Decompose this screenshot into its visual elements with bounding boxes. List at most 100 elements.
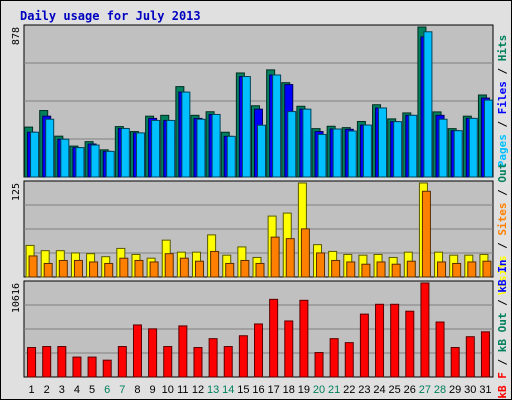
bar-pages-day-4: Pages 4: 172 bbox=[75, 147, 85, 178]
bar-pages-day-27: Pages 27: 850 bbox=[423, 31, 433, 178]
bar-kb-f-day-17: kB F 17: 8770 bbox=[269, 298, 279, 378]
x-tick-label-day-1: 1 bbox=[28, 384, 34, 396]
x-tick-label-day-21: 21 bbox=[328, 384, 340, 396]
bar-kb-f-day-27: kB F 27: 10616 bbox=[420, 282, 430, 378]
bar-sites-day-29: Sites 29: 18 bbox=[452, 262, 462, 278]
x-tick-label-day-13: 13 bbox=[207, 384, 219, 396]
bar-sites-day-13: Sites 13: 34 bbox=[210, 250, 220, 278]
bar-sites-day-12: Sites 12: 21 bbox=[194, 260, 204, 278]
bar-pages-day-29: Pages 29: 271 bbox=[453, 130, 463, 178]
bar-pages-day-15: Pages 15: 588 bbox=[241, 76, 251, 178]
bar-pages-day-28: Pages 28: 338 bbox=[438, 118, 448, 178]
bar-sites-day-19: Sites 19: 64 bbox=[300, 228, 310, 278]
bar-kb-f-day-4: kB F 4: 2250 bbox=[72, 356, 82, 378]
bar-pages-day-11: Pages 11: 497 bbox=[181, 91, 191, 178]
side-legend-part: Files bbox=[496, 81, 509, 114]
bar-kb-f-day-29: kB F 29: 3330 bbox=[450, 347, 460, 378]
side-legend-part: / bbox=[496, 183, 509, 203]
x-tick-label-day-9: 9 bbox=[150, 384, 156, 396]
bar-pages-day-21: Pages 21: 281 bbox=[332, 128, 342, 178]
bar-kb-f-day-6: kB F 6: 1900 bbox=[102, 359, 112, 378]
side-legend-part: / bbox=[496, 61, 509, 81]
bar-sites-day-9: Sites 9: 20 bbox=[149, 261, 159, 278]
bar-pages-day-30: Pages 30: 343 bbox=[468, 117, 478, 178]
bar-sites-day-10: Sites 10: 31 bbox=[164, 253, 174, 278]
bar-pages-day-2: Pages 2: 338 bbox=[45, 118, 55, 178]
bar-sites-day-28: Sites 28: 20 bbox=[437, 261, 447, 278]
side-legend-part: Pages bbox=[496, 134, 509, 167]
bar-sites-day-30: Sites 30: 20 bbox=[467, 261, 477, 278]
bar-kb-f-day-30: kB F 30: 4550 bbox=[465, 336, 475, 378]
bar-pages-day-23: Pages 23: 304 bbox=[362, 124, 372, 178]
bar-kb-f-day-23: kB F 23: 7100 bbox=[359, 313, 369, 378]
bar-kb-f-day-20: kB F 20: 2760 bbox=[314, 352, 324, 378]
side-legend-kbytes: kB F / kB Out / kB In bbox=[496, 259, 509, 398]
bar-kb-f-day-8: kB F 8: 5880 bbox=[132, 324, 142, 378]
bar-kb-f-day-21: kB F 21: 4330 bbox=[329, 338, 339, 378]
x-tick-label-day-8: 8 bbox=[134, 384, 140, 396]
y-max-label-kbytes: 10616 bbox=[11, 283, 22, 313]
side-legend-part: Hits bbox=[496, 35, 509, 62]
bar-pages-day-17: Pages 17: 597 bbox=[272, 74, 282, 178]
side-legend-part: / bbox=[496, 236, 509, 256]
x-tick-label-day-28: 28 bbox=[434, 384, 446, 396]
x-tick-label-day-12: 12 bbox=[192, 384, 204, 396]
bar-sites-day-2: Sites 2: 18 bbox=[43, 262, 53, 278]
bar-pages-day-22: Pages 22: 269 bbox=[347, 130, 357, 178]
y-max-label-visits_sites: 125 bbox=[11, 183, 22, 201]
side-legend-part: Visits bbox=[496, 256, 509, 296]
bar-sites-day-18: Sites 18: 51 bbox=[285, 238, 295, 278]
x-tick-label-day-19: 19 bbox=[298, 384, 310, 396]
bar-sites-day-16: Sites 16: 18 bbox=[255, 262, 265, 278]
x-tick-label-day-20: 20 bbox=[313, 384, 325, 396]
bar-sites-day-14: Sites 14: 18 bbox=[225, 262, 235, 278]
bar-kb-f-day-13: kB F 13: 4330 bbox=[208, 338, 218, 378]
x-tick-label-day-14: 14 bbox=[222, 384, 234, 396]
bar-kb-f-day-26: kB F 26: 7430 bbox=[405, 310, 415, 378]
x-tick-label-day-5: 5 bbox=[89, 384, 95, 396]
bar-sites-day-1: Sites 1: 28 bbox=[28, 255, 38, 278]
bar-pages-day-10: Pages 10: 331 bbox=[166, 119, 176, 178]
bar-sites-day-4: Sites 4: 22 bbox=[73, 259, 83, 278]
bar-sites-day-26: Sites 26: 21 bbox=[406, 260, 416, 278]
side-legend-part: Out bbox=[496, 163, 509, 183]
bar-sites-day-20: Sites 20: 32 bbox=[316, 252, 326, 278]
bar-sites-day-5: Sites 5: 20 bbox=[89, 261, 99, 278]
bar-pages-day-14: Pages 14: 238 bbox=[226, 135, 236, 178]
bar-kb-f-day-3: kB F 3: 3440 bbox=[57, 346, 67, 378]
y-max-label-hits_files_pages: 878 bbox=[11, 27, 22, 45]
bar-kb-f-day-31: kB F 31: 5100 bbox=[480, 331, 490, 378]
bar-kb-f-day-16: kB F 16: 5990 bbox=[254, 323, 263, 378]
bar-pages-day-8: Pages 8: 258 bbox=[135, 132, 145, 178]
bar-kb-f-day-14: kB F 14: 3440 bbox=[223, 346, 233, 378]
side-legend-visits_sites: Visits / Sites / Out bbox=[496, 163, 509, 296]
bar-kb-f-day-10: kB F 10: 3440 bbox=[163, 346, 173, 378]
x-tick-label-day-4: 4 bbox=[74, 384, 80, 396]
side-legend-part: kB Out bbox=[496, 312, 509, 352]
x-tick-label-day-22: 22 bbox=[343, 384, 355, 396]
bar-sites-day-7: Sites 7: 25 bbox=[119, 257, 129, 278]
bar-sites-day-22: Sites 22: 20 bbox=[346, 261, 356, 278]
bar-pages-day-16: Pages 16: 303 bbox=[257, 124, 266, 178]
x-tick-label-day-26: 26 bbox=[404, 384, 416, 396]
bar-kb-f-day-18: kB F 18: 6330 bbox=[284, 320, 294, 378]
bar-pages-day-5: Pages 5: 187 bbox=[90, 144, 100, 178]
bar-kb-f-day-5: kB F 5: 2250 bbox=[87, 356, 97, 378]
bar-sites-day-17: Sites 17: 53 bbox=[270, 236, 280, 278]
bar-kb-f-day-19: kB F 19: 8660 bbox=[299, 299, 309, 378]
x-axis-day-labels: 1 2 3 4 5 6 7 8 9 10 11 12 13 14 15 16 17 18 19 20 21 22 23 24 2… bbox=[28, 384, 491, 396]
x-tick-label-day-24: 24 bbox=[373, 384, 385, 396]
bar-pages-day-31: Pages 31: 450 bbox=[483, 99, 493, 178]
bar-sites-day-23: Sites 23: 17 bbox=[361, 263, 371, 278]
side-legend-part: / bbox=[496, 293, 509, 313]
bar-pages-day-7: Pages 7: 284 bbox=[120, 127, 130, 178]
bar-kb-f-day-7: kB F 7: 3440 bbox=[117, 346, 127, 378]
side-legend-part: / bbox=[496, 114, 509, 134]
bar-pages-day-25: Pages 25: 324 bbox=[393, 121, 403, 178]
bar-pages-day-1: Pages 1: 262 bbox=[30, 131, 40, 178]
bar-kb-f-day-2: kB F 2: 3440 bbox=[42, 346, 52, 378]
bar-pages-day-26: Pages 26: 361 bbox=[408, 114, 418, 178]
side-legend-part: / bbox=[496, 352, 509, 372]
